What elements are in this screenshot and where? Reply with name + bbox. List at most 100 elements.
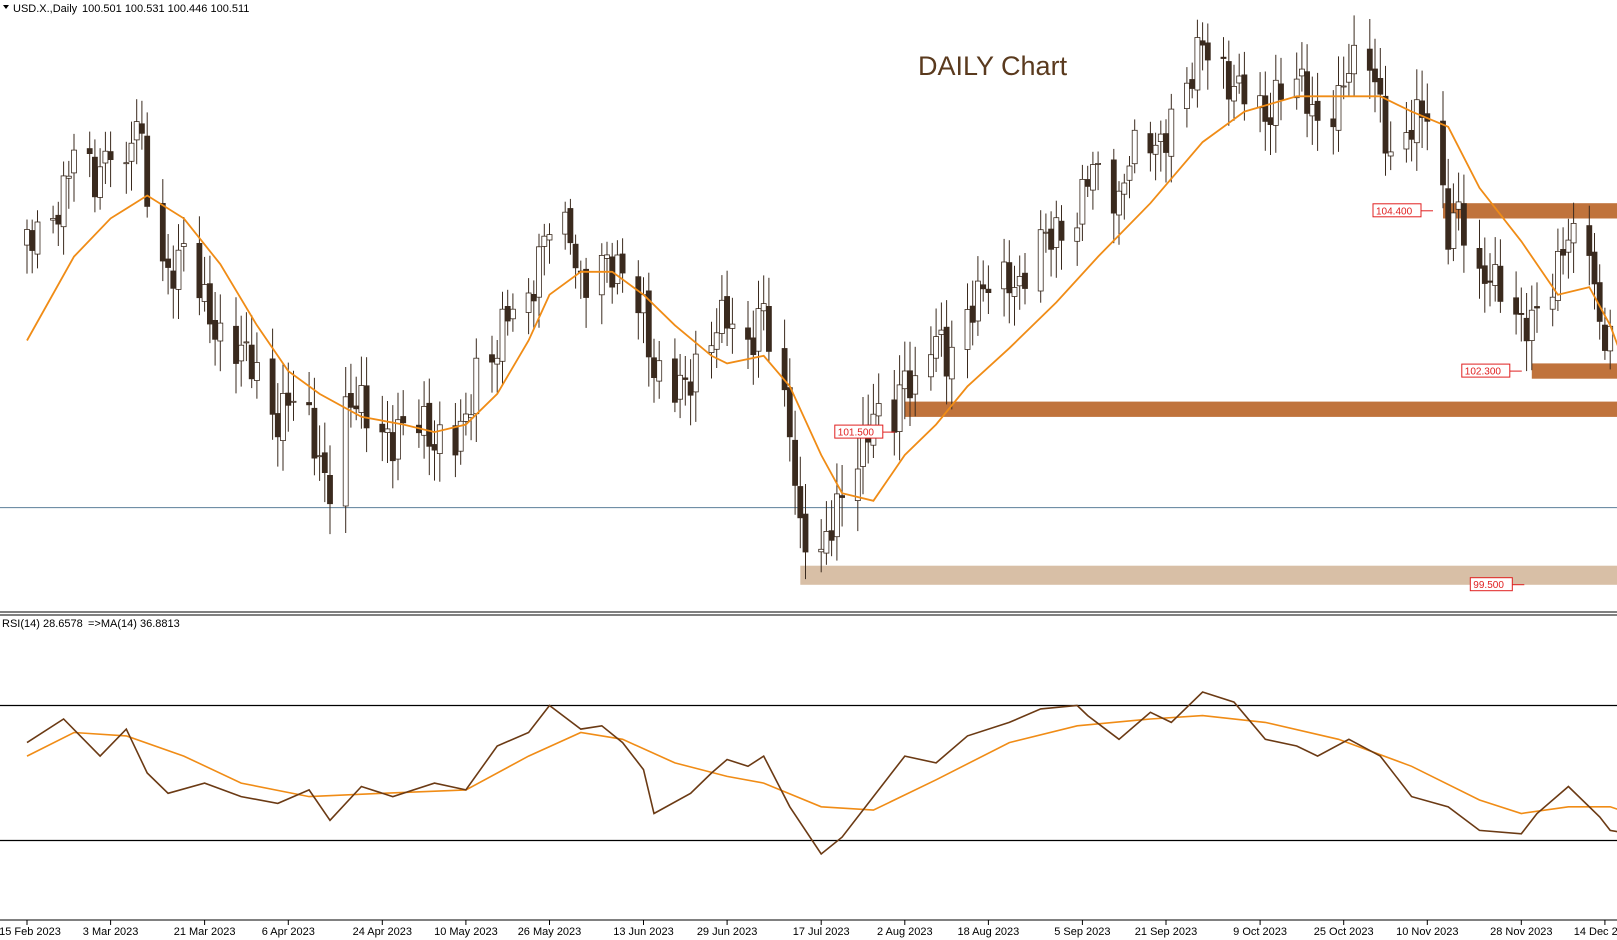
candle [97, 148, 103, 210]
candle [415, 399, 422, 448]
candle [1257, 72, 1263, 133]
candle [614, 240, 621, 295]
candle [306, 372, 313, 416]
candle [1299, 42, 1305, 92]
candle [546, 223, 553, 264]
candle [29, 219, 36, 274]
candle [24, 219, 30, 274]
sr-zone-101.500 [904, 401, 1617, 417]
candle [1293, 52, 1300, 110]
candle [541, 223, 548, 276]
candle [50, 205, 56, 234]
candle [562, 201, 569, 250]
x-tick-label: 29 Jun 2023 [697, 926, 758, 938]
candle [536, 233, 542, 328]
sr-zone-99.500 [800, 565, 1617, 585]
candle [682, 356, 689, 406]
candle [389, 405, 396, 489]
candle [1346, 43, 1352, 97]
x-tick-label: 2 Aug 2023 [877, 926, 933, 938]
chart-title: DAILY Chart [918, 51, 1068, 81]
candle [1570, 202, 1577, 273]
candle [1372, 38, 1378, 113]
candle [1110, 148, 1117, 244]
candle [1074, 212, 1081, 266]
candle [1278, 57, 1284, 121]
candle [92, 139, 98, 213]
candle [1241, 51, 1248, 121]
candle [1450, 183, 1457, 262]
candle [1095, 151, 1101, 191]
candle [321, 422, 328, 503]
candle [71, 133, 77, 202]
candle [1126, 156, 1133, 199]
candle [1377, 48, 1384, 123]
candle [1340, 56, 1347, 100]
candle [499, 291, 506, 385]
candle [138, 100, 145, 150]
candle [938, 302, 945, 357]
candle [107, 131, 114, 188]
x-tick-label: 18 Aug 2023 [958, 926, 1020, 938]
candle [1314, 72, 1321, 151]
candle [342, 367, 349, 533]
candle [86, 131, 93, 178]
candle [719, 275, 725, 343]
level-label: 101.500 [838, 428, 875, 439]
candle [1607, 309, 1614, 370]
candle [206, 255, 213, 344]
candle [212, 292, 219, 366]
candle [598, 243, 605, 325]
candle [473, 338, 480, 442]
candle [65, 160, 72, 209]
candle [525, 278, 532, 335]
candle [452, 403, 459, 478]
candle [1016, 255, 1023, 310]
candle [243, 312, 250, 362]
candle [290, 370, 297, 421]
level-label: 104.400 [1376, 206, 1413, 217]
candle [1121, 173, 1128, 220]
candle [1335, 56, 1342, 152]
candle [1053, 200, 1060, 278]
candle [1330, 90, 1337, 155]
candle [1194, 19, 1201, 108]
dropdown-triangle-icon[interactable] [3, 5, 9, 9]
candle [786, 358, 793, 462]
candle [327, 445, 333, 535]
candle [1413, 69, 1420, 171]
candle [1518, 287, 1525, 342]
x-tick-label: 26 May 2023 [518, 926, 582, 938]
candle [238, 315, 245, 387]
sr-zone-104.400 [1443, 203, 1617, 219]
x-tick-label: 10 Nov 2023 [1396, 926, 1458, 938]
candle [818, 519, 825, 573]
candle [577, 260, 584, 299]
candle [1001, 238, 1007, 317]
candle [400, 390, 407, 436]
candle [651, 338, 657, 403]
candle [797, 456, 804, 549]
candle [1157, 120, 1164, 172]
candle [180, 217, 187, 272]
candle [860, 397, 866, 495]
candle [421, 381, 428, 459]
candle [635, 260, 642, 340]
candle [1461, 174, 1467, 273]
candle [316, 425, 323, 481]
candle [823, 501, 830, 565]
candle [1513, 271, 1519, 335]
candle [781, 319, 788, 407]
candle [875, 373, 882, 431]
candle [745, 301, 751, 369]
candle [677, 354, 683, 419]
candle [729, 297, 736, 354]
candle [792, 410, 798, 515]
candle [102, 131, 109, 184]
candle [1022, 253, 1028, 305]
candle [766, 277, 772, 363]
candle [1236, 53, 1243, 94]
candle [1366, 19, 1373, 99]
candle [619, 238, 626, 293]
